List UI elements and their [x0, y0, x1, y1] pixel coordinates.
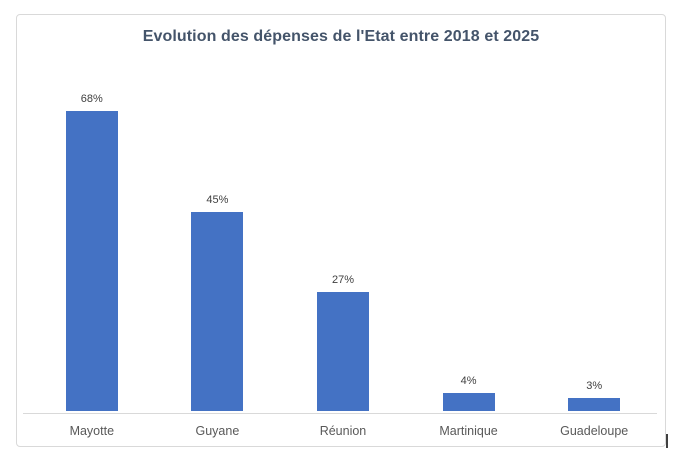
bar-column: 4% — [406, 81, 532, 411]
bar-column: 3% — [531, 81, 657, 411]
bar-value-label: 4% — [460, 375, 477, 387]
bar[interactable] — [191, 212, 244, 411]
bar[interactable] — [442, 393, 495, 411]
plot-area: 68% 45% 27% 4% 3% — [29, 81, 657, 411]
chart-title: Evolution des dépenses de l'Etat entre 2… — [142, 28, 540, 45]
bar-value-label: 45% — [206, 194, 229, 206]
x-axis-line — [23, 413, 657, 414]
bar-column: 45% — [155, 81, 281, 411]
text-cursor — [666, 434, 668, 448]
bar-column: 27% — [280, 81, 406, 411]
bar[interactable] — [316, 292, 369, 411]
bar-value-label: 3% — [586, 380, 603, 392]
bar[interactable] — [568, 398, 621, 411]
category-label: Guyane — [195, 424, 240, 438]
bar[interactable] — [65, 111, 118, 411]
chart-object[interactable]: Evolution des dépenses de l'Etat entre 2… — [16, 14, 666, 447]
category-label: Réunion — [319, 424, 367, 438]
category-label: Mayotte — [69, 424, 115, 438]
bar-value-label: 68% — [80, 93, 103, 105]
bar-column: 68% — [29, 81, 155, 411]
bar-value-label: 27% — [331, 274, 354, 286]
x-axis-category-labels: Mayotte Guyane Réunion Martinique Guadeloupe — [29, 424, 657, 438]
category-label: Martinique — [439, 424, 498, 438]
category-label: Guadeloupe — [560, 424, 629, 438]
